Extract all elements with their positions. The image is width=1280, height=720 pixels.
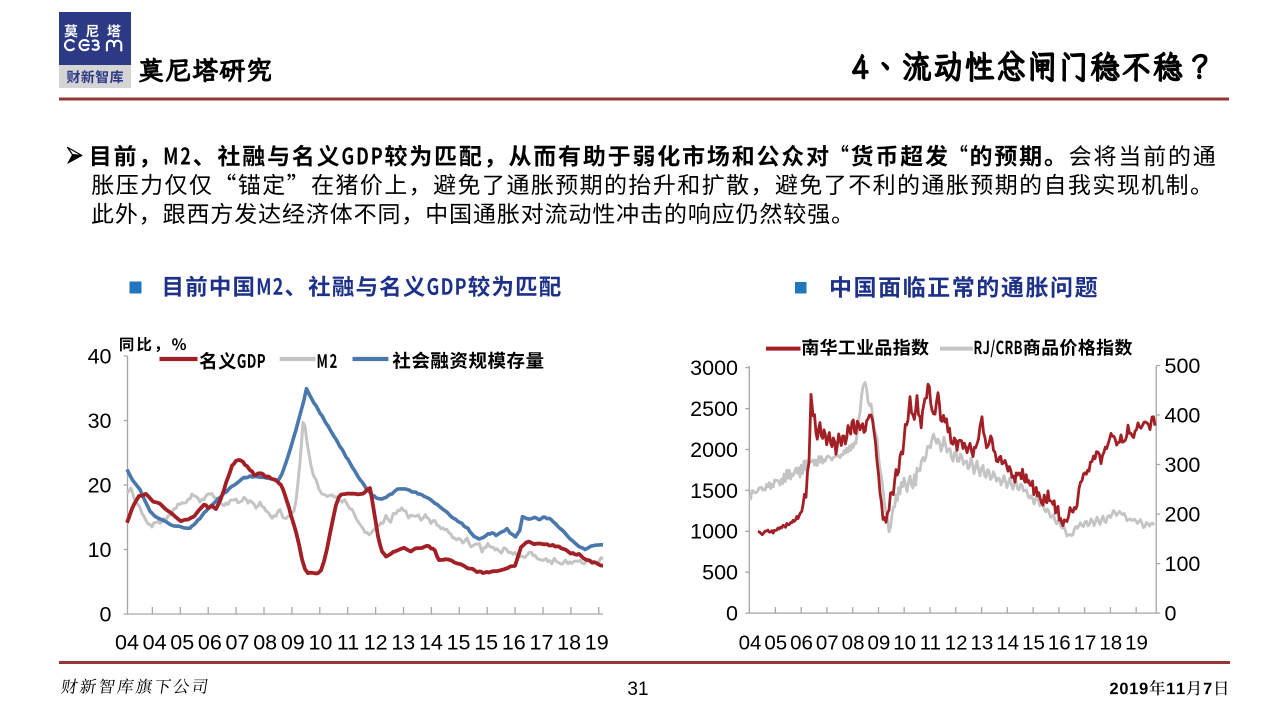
svg-text:18: 18 [1099,632,1122,655]
svg-text:500: 500 [702,561,738,585]
svg-text:300: 300 [1165,453,1201,477]
svg-text:12: 12 [945,632,968,655]
svg-text:0: 0 [100,603,112,627]
svg-text:04: 04 [739,632,762,655]
svg-text:1500: 1500 [690,479,738,503]
svg-text:13: 13 [391,631,415,655]
svg-text:07: 07 [226,631,250,655]
svg-text:08: 08 [842,632,865,655]
svg-text:31: 31 [627,679,648,700]
svg-text:05: 05 [170,631,194,655]
svg-text:15: 15 [447,631,471,655]
svg-text:2000: 2000 [690,438,738,462]
svg-text:30: 30 [88,409,112,433]
svg-text:09: 09 [867,632,890,655]
svg-text:06: 06 [790,632,813,655]
svg-text:14: 14 [419,631,443,655]
svg-text:400: 400 [1165,404,1201,428]
svg-text:07: 07 [816,632,839,655]
svg-text:09: 09 [281,631,305,655]
svg-text:04: 04 [115,631,139,655]
svg-text:40: 40 [88,345,112,369]
svg-text:19: 19 [1125,632,1148,655]
svg-text:10: 10 [308,631,332,655]
svg-text:14: 14 [996,632,1019,655]
svg-text:2500: 2500 [690,397,738,421]
svg-text:17: 17 [1074,632,1097,655]
svg-text:20: 20 [88,474,112,498]
svg-text:16: 16 [1048,632,1071,655]
svg-text:0: 0 [726,602,738,626]
svg-text:3000: 3000 [690,356,738,380]
svg-text:19: 19 [585,631,609,655]
svg-text:06: 06 [198,631,222,655]
svg-text:04: 04 [143,631,167,655]
svg-text:1000: 1000 [690,520,738,544]
svg-text:17: 17 [529,631,553,655]
svg-text:100: 100 [1165,552,1201,576]
svg-text:11: 11 [920,632,941,655]
svg-text:500: 500 [1165,354,1201,378]
svg-text:12: 12 [364,631,388,655]
svg-text:10: 10 [893,632,916,655]
svg-text:15: 15 [1022,632,1045,655]
svg-text:05: 05 [764,632,787,655]
svg-text:18: 18 [557,631,581,655]
svg-text:11: 11 [337,631,359,655]
svg-text:13: 13 [971,632,994,655]
svg-text:10: 10 [88,538,112,562]
svg-text:08: 08 [253,631,277,655]
svg-text:0: 0 [1165,602,1177,626]
svg-text:16: 16 [502,631,526,655]
svg-text:200: 200 [1165,503,1201,527]
svg-text:15: 15 [474,631,498,655]
